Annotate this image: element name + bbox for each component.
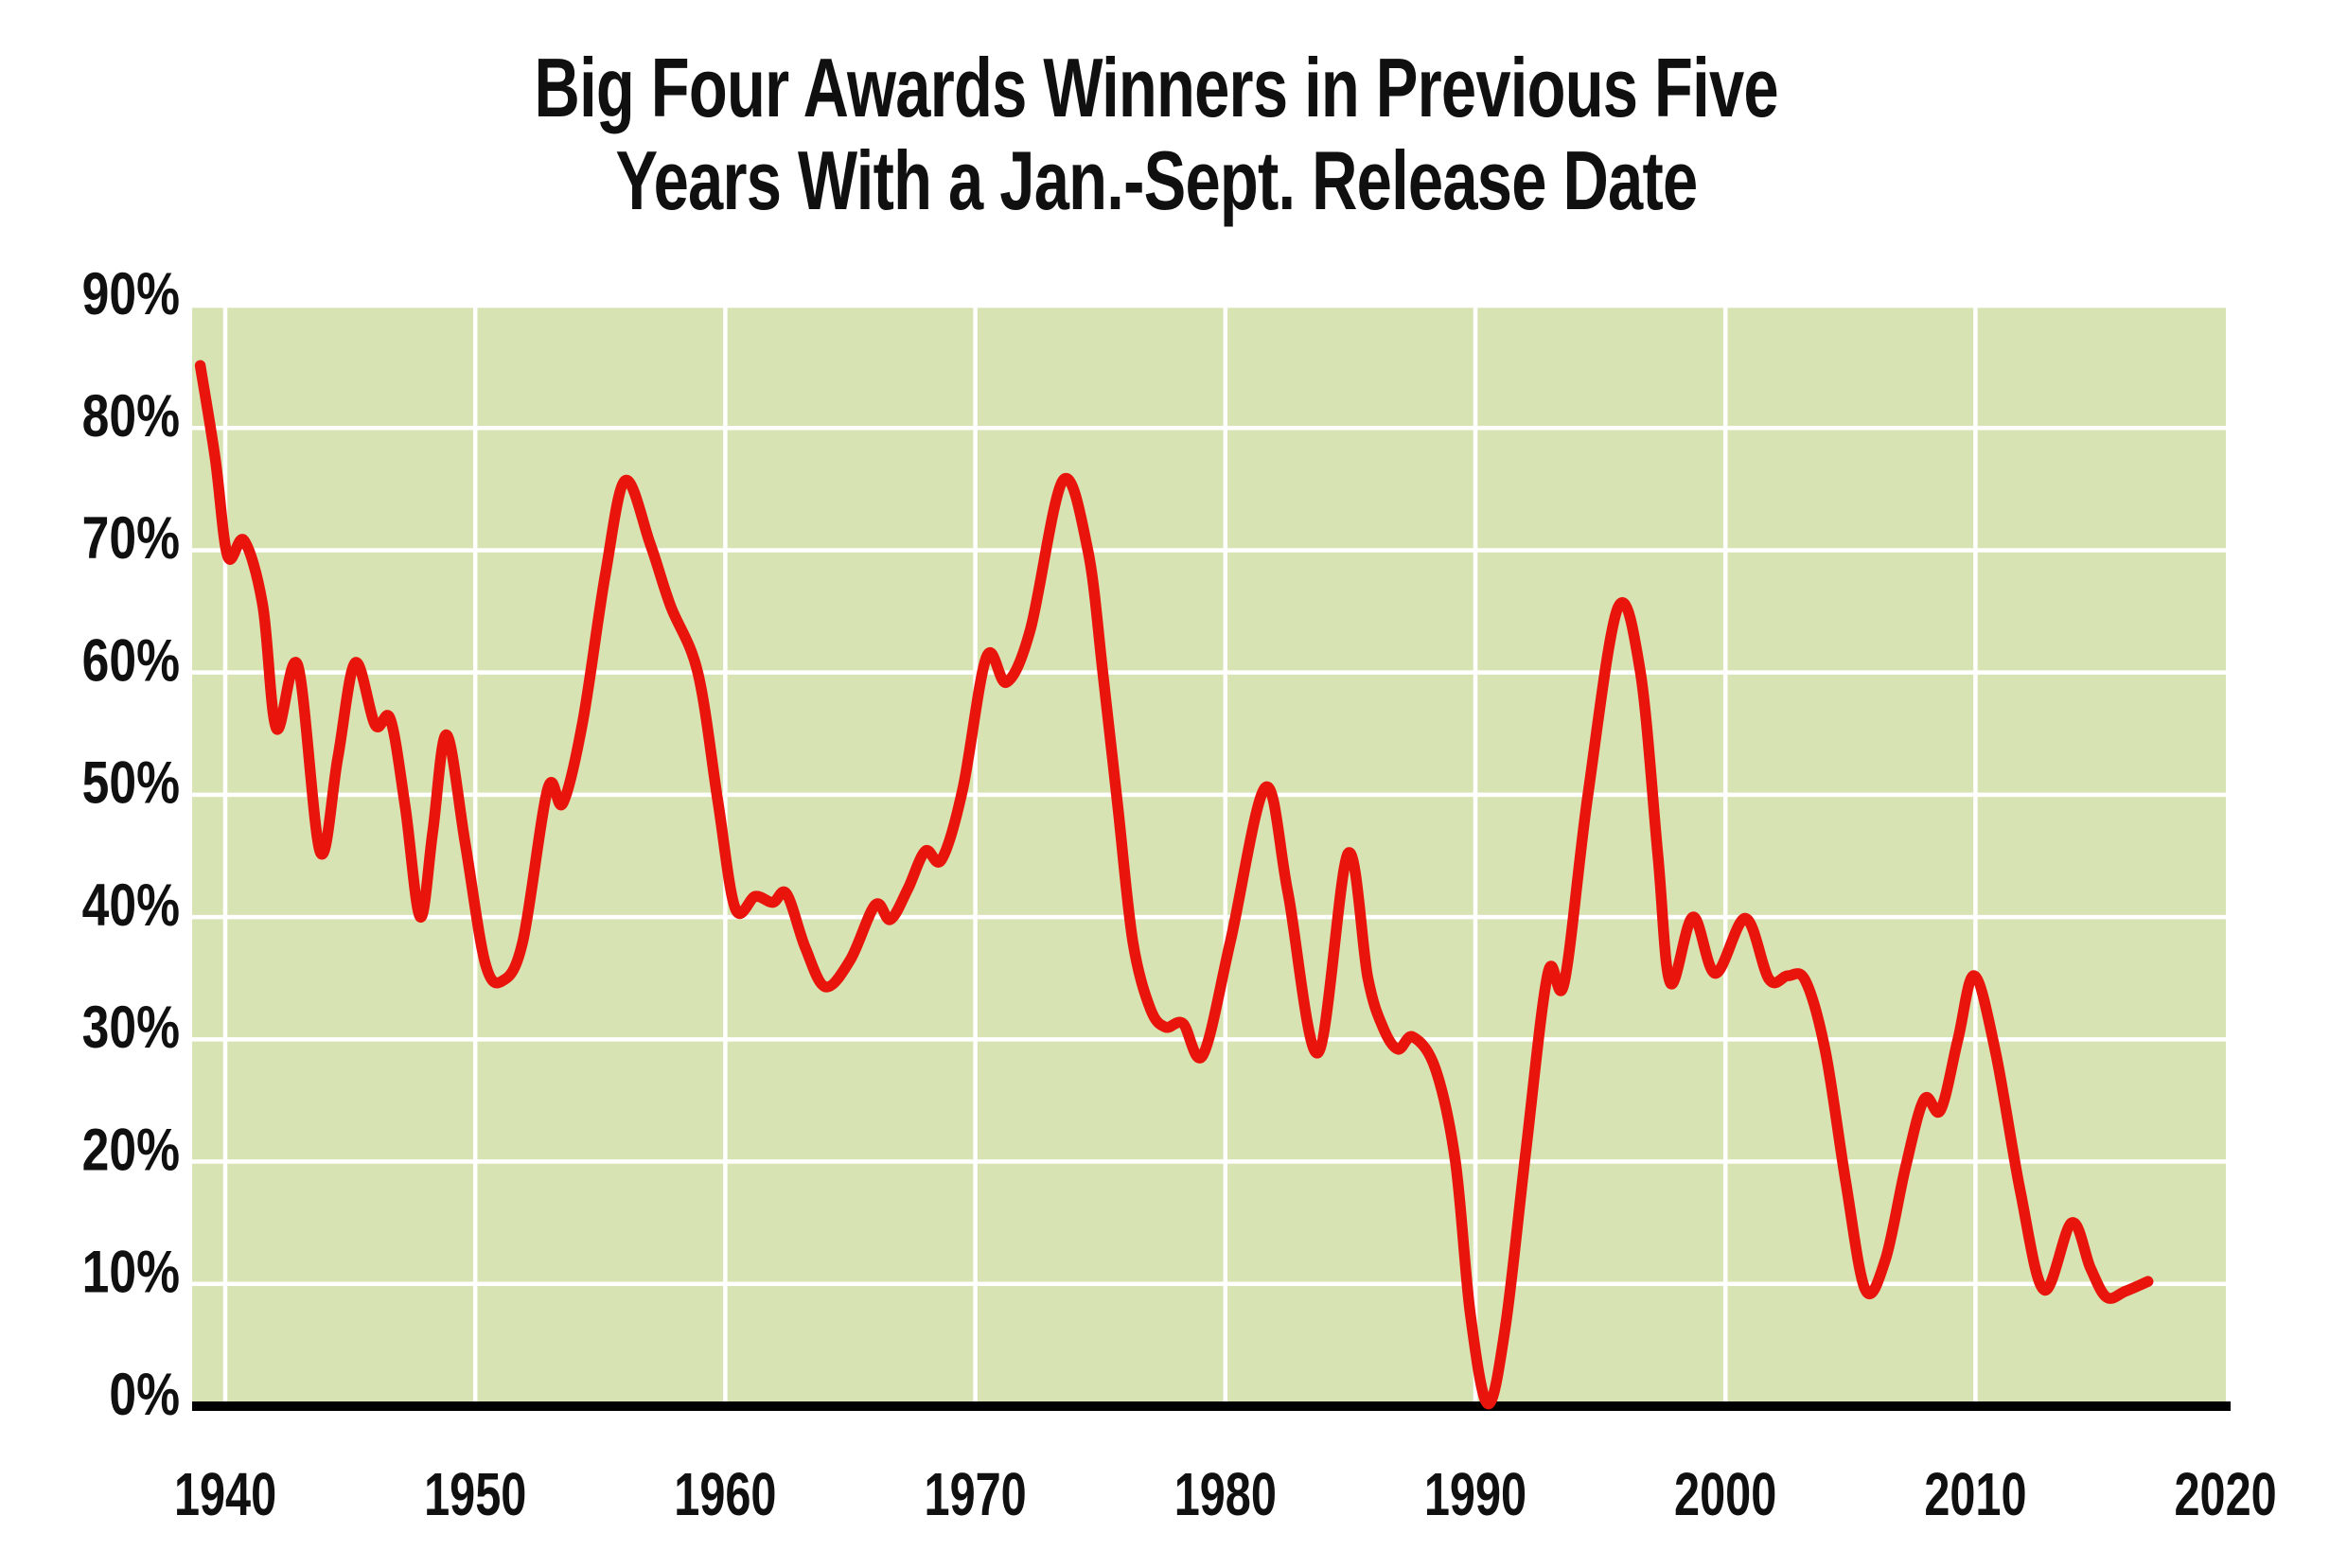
x-axis-label-2000: 2000 [1674,1462,1776,1529]
y-axis-label-30: 30% [82,995,180,1061]
x-axis-label-2010: 2010 [1924,1462,2026,1529]
y-axis-label-10: 10% [82,1240,180,1306]
x-axis-label-1950: 1950 [424,1462,526,1529]
plot-area [192,306,2226,1406]
x-axis-label-1940: 1940 [174,1462,276,1529]
x-axis-label-1990: 1990 [1424,1462,1526,1529]
y-axis-label-60: 60% [82,628,180,695]
x-axis-label-1960: 1960 [674,1462,776,1529]
y-axis-label-80: 80% [82,383,180,449]
x-axis-label-1980: 1980 [1174,1462,1277,1529]
x-axis-label-1970: 1970 [925,1462,1027,1529]
chart-title: Big Four Awards Winners in Previous Five… [0,42,2313,227]
data-line-series [194,360,2154,1410]
y-axis-label-40: 40% [82,872,180,939]
y-axis-label-90: 90% [82,261,180,327]
x-axis-label-2020: 2020 [2175,1462,2277,1529]
y-axis-label-0: 0% [109,1362,180,1428]
y-axis-label-20: 20% [82,1118,180,1184]
chart-title-line2: Years With a Jan.-Sept. Release Date [615,133,1699,227]
y-axis-label-50: 50% [82,750,180,817]
chart-title-line1: Big Four Awards Winners in Previous Five [534,41,1779,134]
y-axis-label-70: 70% [82,505,180,572]
